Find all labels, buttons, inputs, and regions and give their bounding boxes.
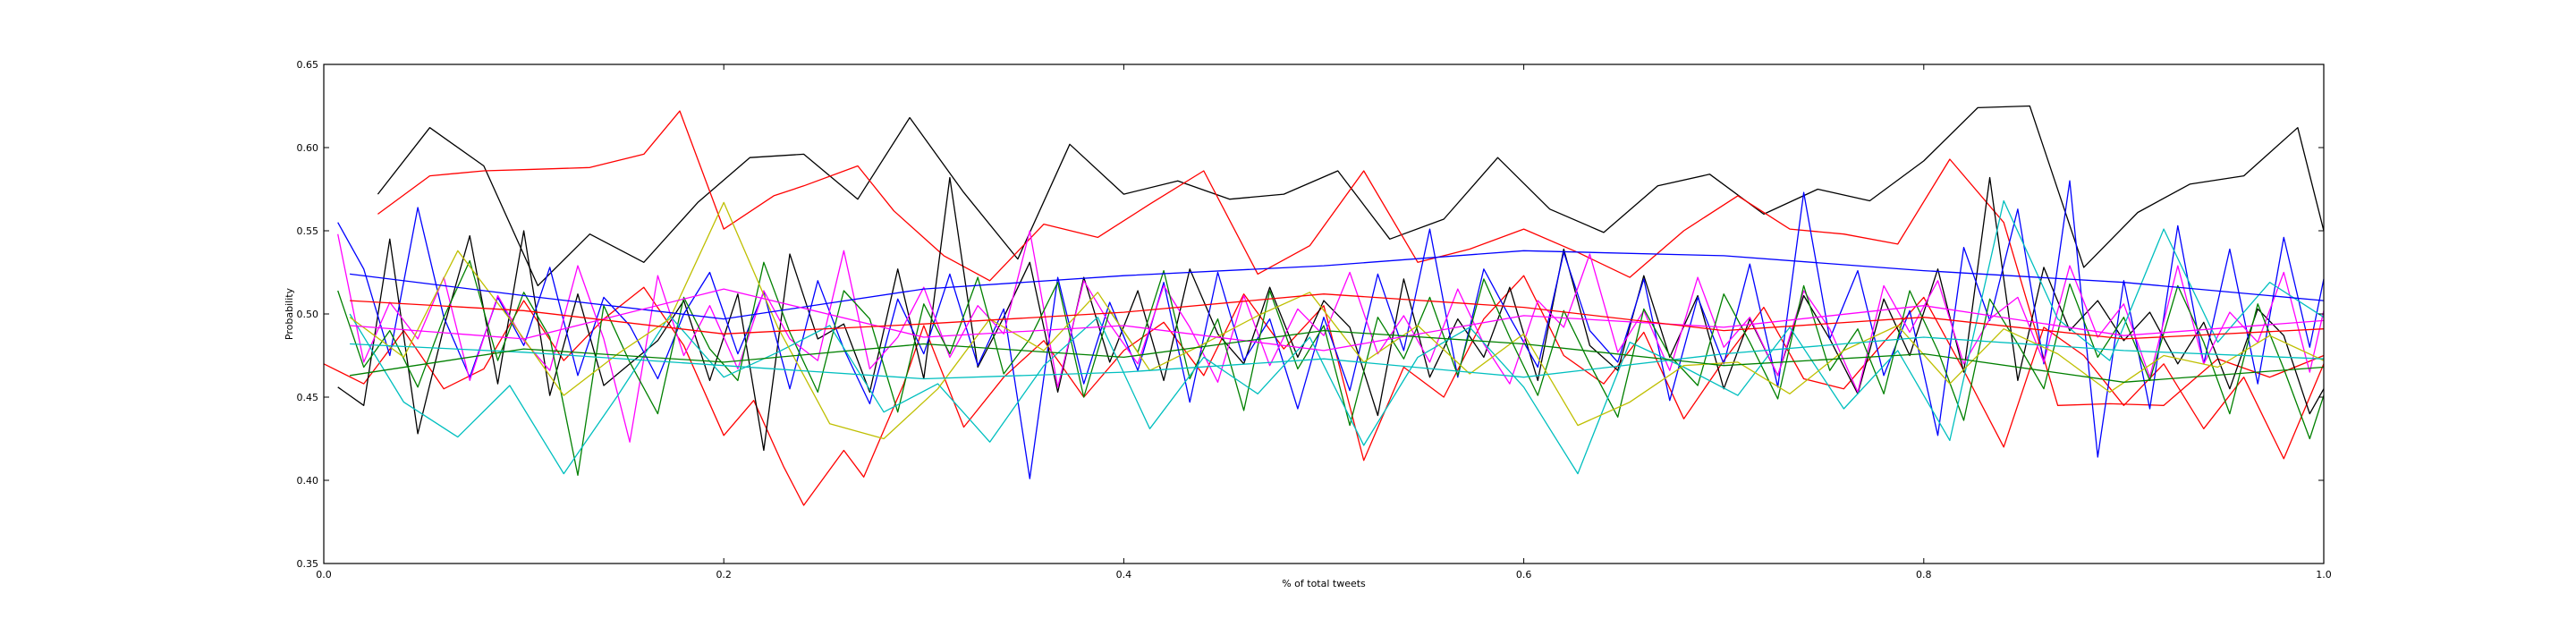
x-tick-label: 0.8 xyxy=(1916,569,1932,580)
x-axis-ticks: 0.0 0.2 0.4 0.6 0.8 1.0 xyxy=(316,64,2332,580)
x-tick-label: 0.0 xyxy=(316,569,332,580)
y-tick-label: 0.40 xyxy=(297,475,319,487)
x-axis-label: % of total tweets xyxy=(1282,578,1366,589)
series-line-12 xyxy=(350,336,2325,380)
series-line-8 xyxy=(349,199,2325,475)
y-axis-label: Probability xyxy=(284,287,295,340)
y-tick-label: 0.55 xyxy=(297,225,319,237)
series-line-4 xyxy=(337,176,2325,452)
series-layer xyxy=(323,105,2325,506)
series-line-2 xyxy=(377,110,2325,406)
y-tick-label: 0.35 xyxy=(297,558,319,570)
series-line-5 xyxy=(337,180,2325,479)
series-line-7 xyxy=(337,259,2325,477)
series-line-3 xyxy=(323,275,2325,506)
series-line-9 xyxy=(349,201,2325,440)
x-tick-label: 1.0 xyxy=(2316,569,2332,580)
y-tick-label: 0.65 xyxy=(297,59,319,71)
series-line-13 xyxy=(350,329,2325,383)
series-line-10 xyxy=(350,250,2325,320)
x-tick-label: 0.4 xyxy=(1116,569,1132,580)
y-tick-label: 0.60 xyxy=(297,142,319,154)
y-axis-ticks: 0.35 0.40 0.45 0.50 0.55 0.60 0.65 xyxy=(297,59,2324,570)
x-tick-label: 0.6 xyxy=(1516,569,1532,580)
y-tick-label: 0.45 xyxy=(297,392,319,403)
y-tick-label: 0.50 xyxy=(297,309,319,320)
x-tick-label: 0.2 xyxy=(716,569,732,580)
series-line-11 xyxy=(350,288,2325,352)
series-line-14 xyxy=(350,293,2325,340)
series-line-1 xyxy=(377,105,2325,287)
